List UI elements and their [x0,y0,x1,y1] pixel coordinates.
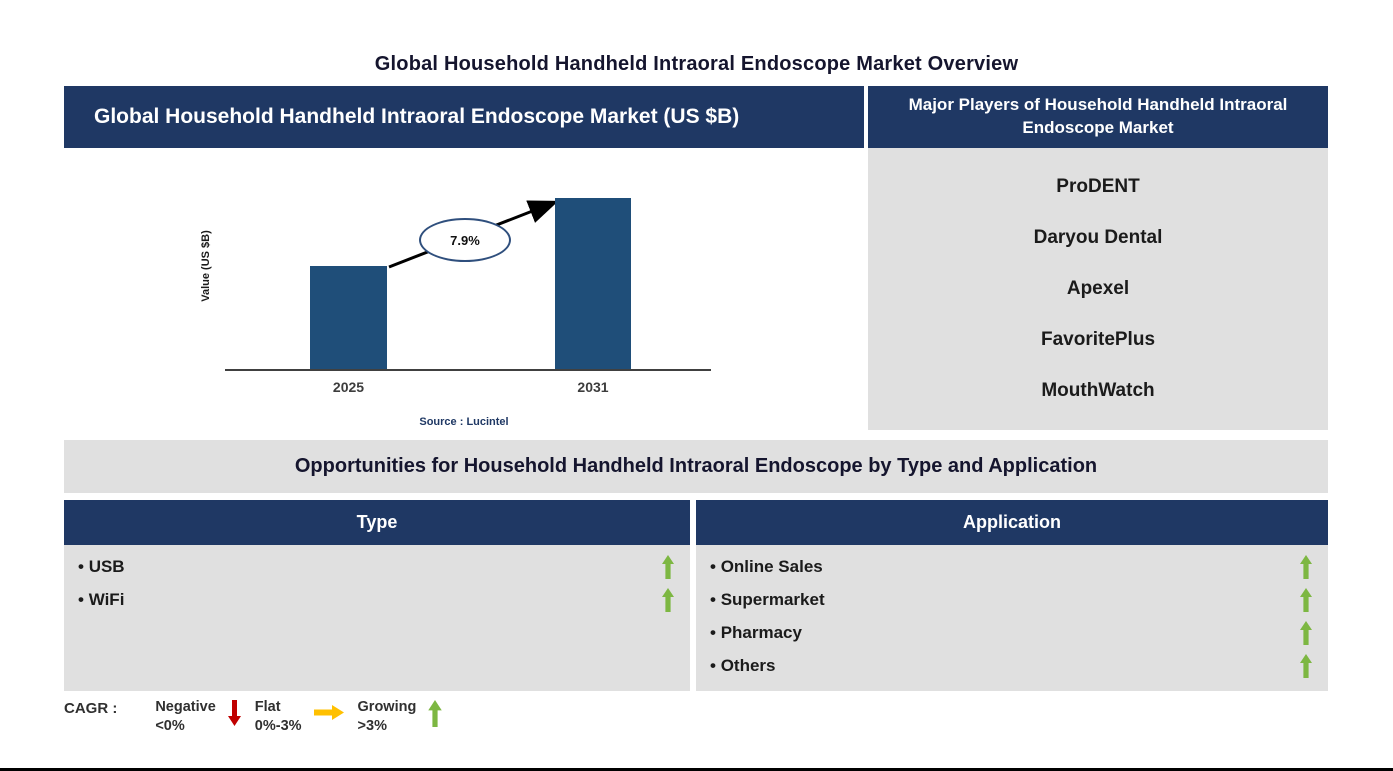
page-bottom-border [0,768,1393,771]
major-players-header: Major Players of Household Handheld Intr… [868,86,1328,148]
legend-growing: Growing >3% [358,698,443,736]
player-name: Apexel [1066,277,1130,299]
cagr-legend-prefix: CAGR : [64,700,118,717]
application-row: Online Sales [696,550,1328,583]
application-item-label: Others [710,656,776,676]
cagr-annotation: 7.9% [419,218,511,262]
x-tick-2025: 2025 [332,379,365,395]
type-item-label: USB [78,557,125,577]
cagr-legend: CAGR : Negative <0% Flat 0%-3% Growing >… [64,698,456,736]
bar-2025 [310,266,387,369]
negative-down-arrow-icon [227,700,241,726]
market-bar-chart: Value (US $B) 7.9% 2025 2031 Source : Lu… [64,148,864,435]
page-title: Global Household Handheld Intraoral Endo… [374,53,1019,75]
application-list: Online Sales Supermarket Pharmacy Others [696,545,1328,691]
x-tick-2031: 2031 [577,379,609,395]
growing-up-arrow-icon [662,554,674,579]
application-column-header: Application [696,500,1328,545]
y-axis-label: Value (US $B) [200,230,212,302]
type-row: WiFi [64,583,690,616]
player-name: FavoritePlus [1040,328,1156,350]
legend-growing-range: >3% [357,717,387,734]
growing-up-arrow-icon [662,587,674,612]
bar-2031 [555,198,631,369]
major-players-list: ProDENT Daryou Dental Apexel FavoritePlu… [868,148,1328,430]
application-row: Pharmacy [696,616,1328,649]
application-row: Others [696,649,1328,682]
legend-flat-label: Flat [254,699,281,715]
growing-up-arrow-icon [1300,587,1312,612]
flat-right-arrow-icon [313,705,344,720]
growing-up-arrow-icon [1300,620,1312,645]
legend-negative-range: <0% [155,717,185,734]
growth-trend-arrow-icon [388,200,559,269]
legend-negative: Negative <0% [155,698,241,736]
application-item-label: Pharmacy [710,623,802,643]
player-name: Daryou Dental [1033,227,1163,249]
market-chart-header: Global Household Handheld Intraoral Endo… [64,86,864,148]
player-name: ProDENT [1056,176,1140,198]
legend-negative-label: Negative [155,699,216,715]
growing-up-arrow-icon [1300,653,1312,678]
legend-flat: Flat 0%-3% [255,698,344,736]
legend-flat-range: 0%-3% [254,717,302,734]
type-column-header: Type [64,500,690,545]
type-list: USB WiFi [64,545,690,691]
type-row: USB [64,550,690,583]
application-item-label: Online Sales [710,557,823,577]
legend-growing-label: Growing [357,699,417,715]
player-name: MouthWatch [1041,379,1155,401]
source-note: Source : Lucintel [419,416,509,428]
x-axis-line [225,369,711,371]
application-item-label: Supermarket [710,590,825,610]
opportunities-title: Opportunities for Household Handheld Int… [64,440,1328,493]
type-item-label: WiFi [78,590,125,610]
application-row: Supermarket [696,583,1328,616]
growing-up-arrow-icon [1300,554,1312,579]
growing-up-arrow-icon [428,700,443,727]
